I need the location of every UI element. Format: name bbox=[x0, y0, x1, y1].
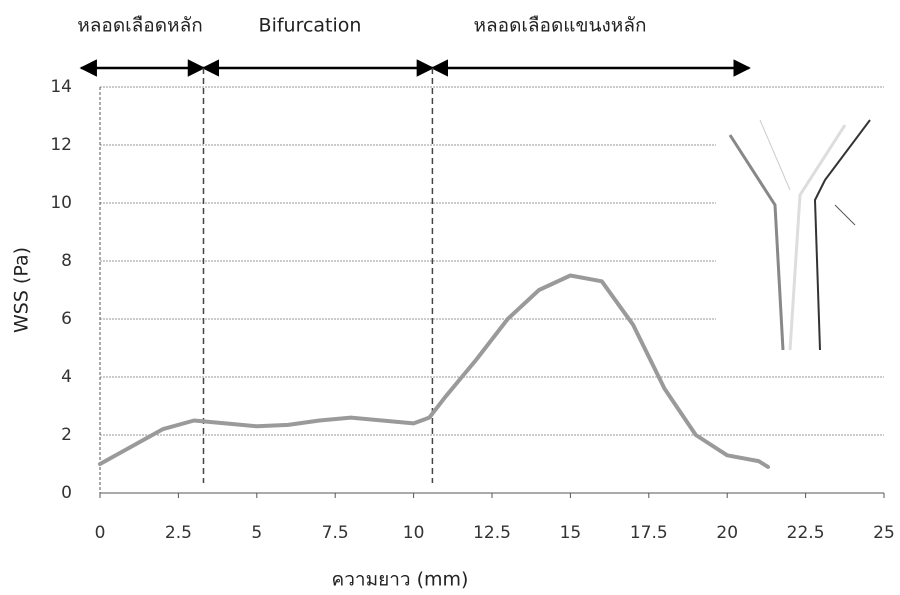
y-tick-label: 12 bbox=[50, 135, 72, 155]
data-line bbox=[98, 273, 770, 469]
x-tick-label: 5 bbox=[251, 523, 262, 543]
y-tick-label: 6 bbox=[61, 309, 72, 329]
x-tick-label: 22.5 bbox=[787, 523, 825, 543]
y-tick-label: 2 bbox=[61, 425, 72, 445]
x-tick-label: 12.5 bbox=[473, 523, 511, 543]
vessel-outline bbox=[788, 124, 847, 351]
vessel-outline bbox=[834, 204, 856, 226]
region-label: Bifurcation bbox=[259, 15, 362, 37]
region-label: หลอดเลือดหลัก bbox=[77, 15, 202, 37]
x-tick-label: 20 bbox=[716, 523, 738, 543]
y-axis-title: WSS (Pa) bbox=[11, 247, 33, 333]
x-tick-label: 0 bbox=[95, 523, 106, 543]
x-tick-label: 10 bbox=[403, 523, 425, 543]
x-axis-title: ความยาว (mm) bbox=[332, 569, 469, 591]
y-tick-label: 0 bbox=[61, 483, 72, 503]
region-label: หลอดเลือดแขนงหลัก bbox=[474, 15, 647, 37]
x-tick-label: 25 bbox=[873, 523, 895, 543]
vessel-outline bbox=[728, 134, 785, 351]
y-tick-label: 8 bbox=[61, 251, 72, 271]
x-tick-label: 2.5 bbox=[165, 523, 192, 543]
vessel-outline bbox=[759, 119, 791, 191]
vessel-inset bbox=[716, 105, 886, 370]
vessel-outline bbox=[813, 119, 871, 351]
x-tick-label: 17.5 bbox=[630, 523, 668, 543]
x-tick-label: 15 bbox=[560, 523, 582, 543]
y-tick-label: 14 bbox=[50, 77, 72, 97]
x-tick-label: 7.5 bbox=[322, 523, 349, 543]
inset-background bbox=[716, 105, 886, 370]
y-tick-label: 10 bbox=[50, 193, 72, 213]
y-tick-label: 4 bbox=[61, 367, 72, 387]
